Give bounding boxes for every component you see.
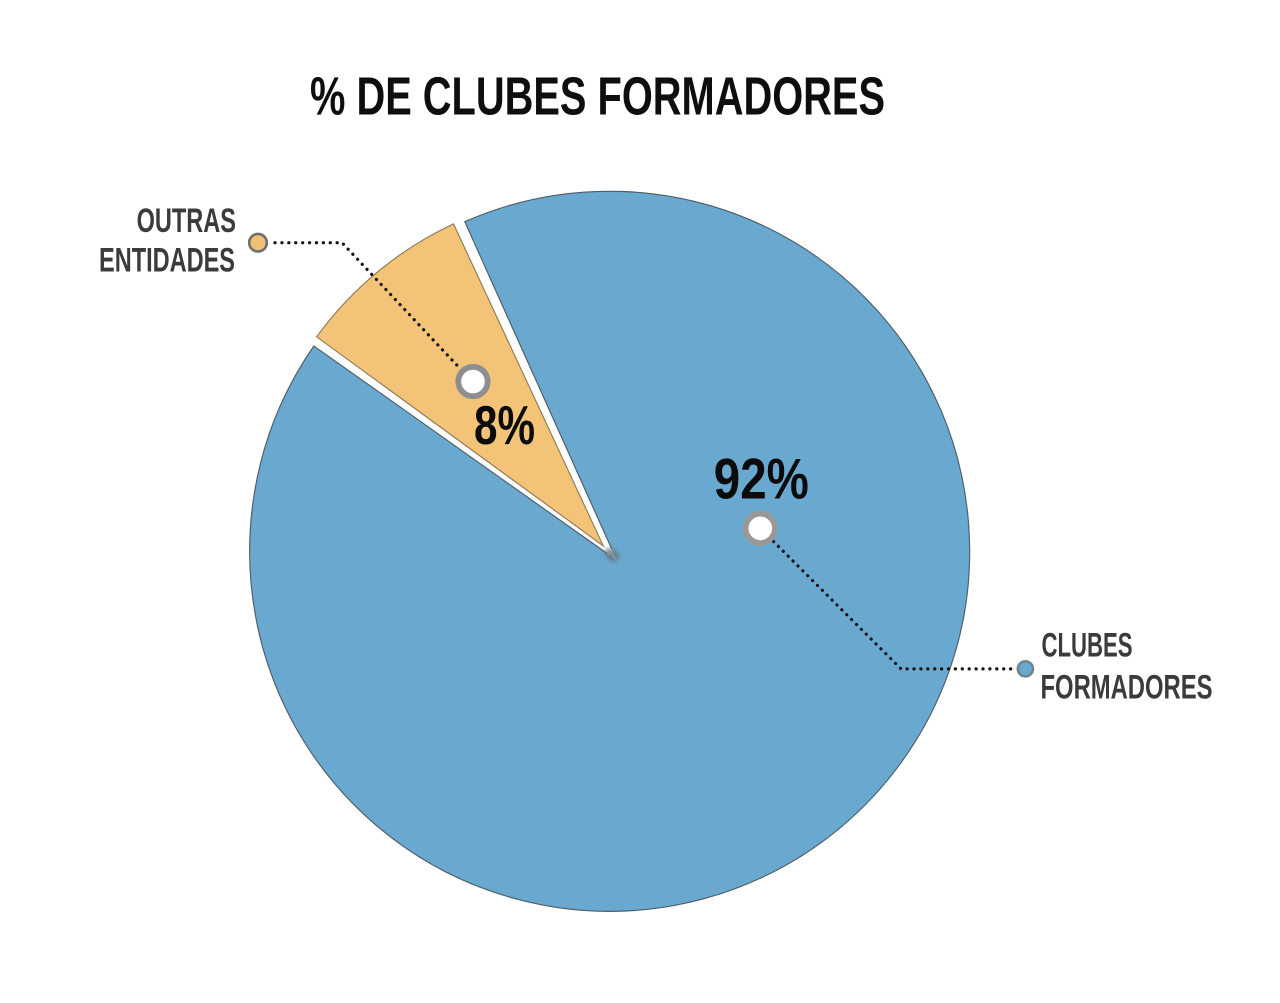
svg-text:% DE CLUBES FORMADORES: % DE CLUBES FORMADORES <box>310 67 885 127</box>
svg-text:OUTRAS: OUTRAS <box>137 202 236 240</box>
svg-text:92%: 92% <box>714 448 809 512</box>
svg-text:8%: 8% <box>474 394 535 456</box>
svg-text:CLUBES: CLUBES <box>1042 627 1133 665</box>
svg-text:ENTIDADES: ENTIDADES <box>99 241 235 279</box>
svg-text:FORMADORES: FORMADORES <box>1041 669 1213 707</box>
